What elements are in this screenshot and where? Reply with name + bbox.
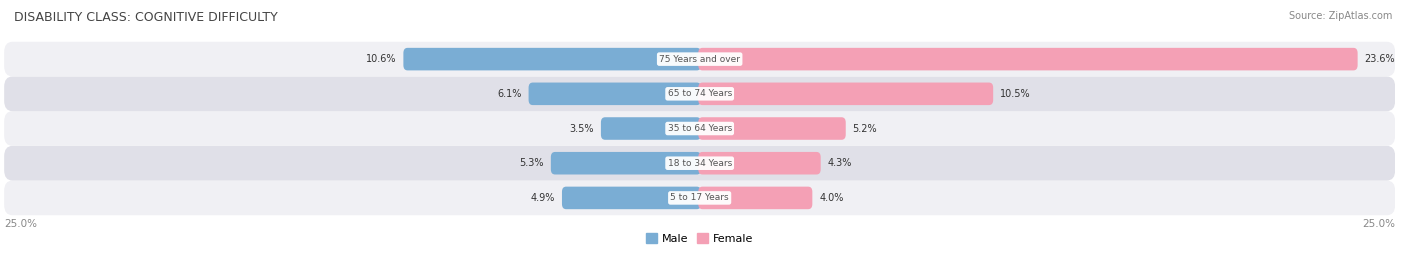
FancyBboxPatch shape (551, 152, 702, 174)
Text: 23.6%: 23.6% (1365, 54, 1395, 64)
FancyBboxPatch shape (699, 117, 846, 140)
Text: 5.2%: 5.2% (852, 123, 877, 134)
Text: DISABILITY CLASS: COGNITIVE DIFFICULTY: DISABILITY CLASS: COGNITIVE DIFFICULTY (14, 11, 278, 24)
Text: 4.3%: 4.3% (828, 158, 852, 168)
Text: 18 to 34 Years: 18 to 34 Years (668, 159, 731, 168)
Text: 10.6%: 10.6% (366, 54, 396, 64)
FancyBboxPatch shape (600, 117, 702, 140)
FancyBboxPatch shape (4, 146, 1395, 181)
Legend: Male, Female: Male, Female (641, 228, 758, 248)
Text: 25.0%: 25.0% (1362, 220, 1395, 230)
Text: Source: ZipAtlas.com: Source: ZipAtlas.com (1288, 11, 1392, 21)
Text: 65 to 74 Years: 65 to 74 Years (668, 89, 731, 98)
FancyBboxPatch shape (404, 48, 702, 70)
Text: 3.5%: 3.5% (569, 123, 593, 134)
Text: 35 to 64 Years: 35 to 64 Years (668, 124, 731, 133)
Text: 6.1%: 6.1% (498, 89, 522, 99)
FancyBboxPatch shape (699, 187, 813, 209)
FancyBboxPatch shape (4, 181, 1395, 215)
FancyBboxPatch shape (4, 76, 1395, 111)
Text: 4.0%: 4.0% (820, 193, 844, 203)
Text: 75 Years and over: 75 Years and over (659, 55, 740, 64)
Text: 5 to 17 Years: 5 to 17 Years (671, 193, 728, 202)
Text: 4.9%: 4.9% (530, 193, 555, 203)
Text: 5.3%: 5.3% (519, 158, 544, 168)
Text: 25.0%: 25.0% (4, 220, 37, 230)
FancyBboxPatch shape (562, 187, 702, 209)
FancyBboxPatch shape (699, 83, 993, 105)
FancyBboxPatch shape (529, 83, 702, 105)
Text: 10.5%: 10.5% (1000, 89, 1031, 99)
FancyBboxPatch shape (699, 48, 1358, 70)
FancyBboxPatch shape (4, 42, 1395, 76)
FancyBboxPatch shape (699, 152, 821, 174)
FancyBboxPatch shape (4, 111, 1395, 146)
